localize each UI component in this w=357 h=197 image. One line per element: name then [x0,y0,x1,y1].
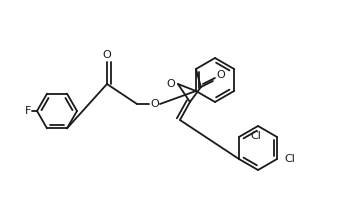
Text: Cl: Cl [251,131,261,141]
Text: F: F [25,106,31,116]
Text: O: O [102,50,111,60]
Text: O: O [217,70,225,80]
Text: Cl: Cl [285,154,296,164]
Text: O: O [167,79,175,89]
Text: O: O [151,99,159,109]
